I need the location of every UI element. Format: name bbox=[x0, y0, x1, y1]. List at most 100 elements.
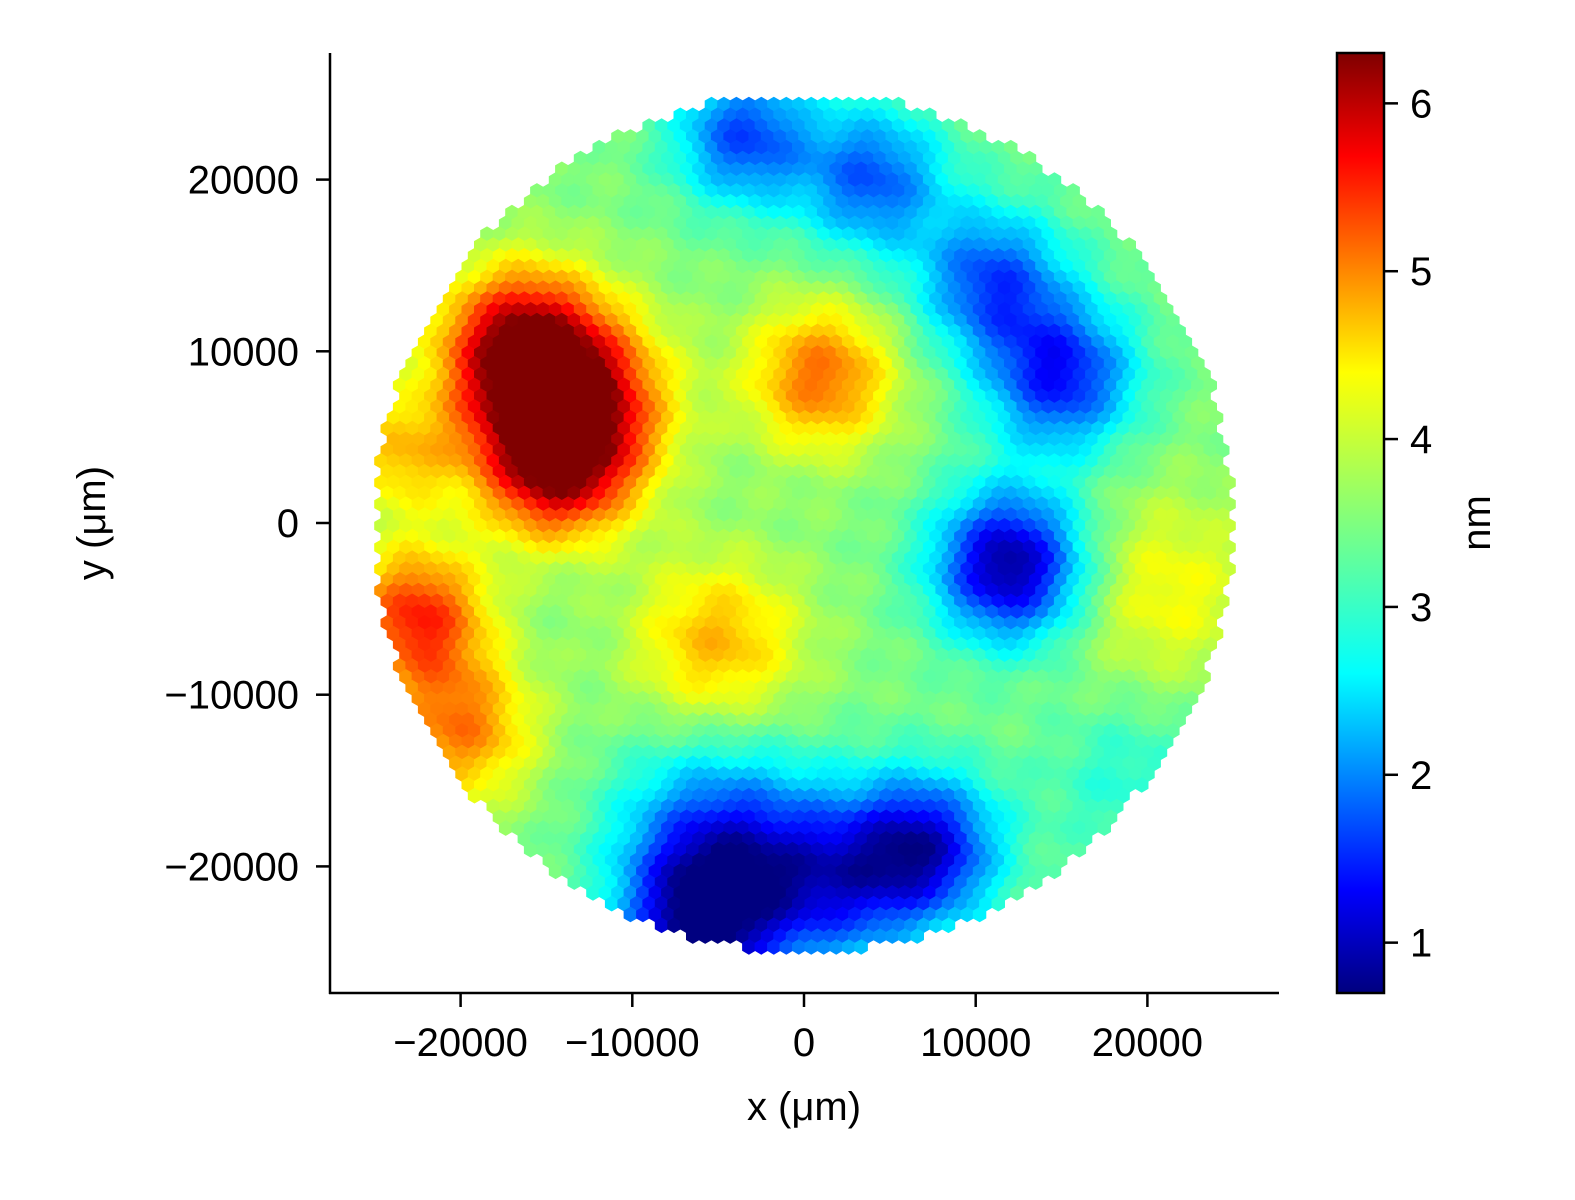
hex-cell bbox=[704, 183, 719, 199]
hex-cell bbox=[1028, 291, 1043, 307]
hex-cell bbox=[480, 248, 494, 264]
hex-cell bbox=[642, 139, 656, 156]
hex-cell bbox=[941, 118, 956, 134]
hex-cell bbox=[935, 345, 949, 361]
hex-cell bbox=[891, 248, 906, 264]
hex-cell bbox=[798, 129, 812, 145]
hex-cell bbox=[617, 183, 631, 199]
hex-cell bbox=[916, 161, 931, 178]
hex-cell bbox=[710, 280, 725, 296]
hex-cell bbox=[686, 107, 700, 124]
hex-cell bbox=[773, 172, 787, 188]
hex-cell bbox=[686, 172, 700, 188]
hex-cell bbox=[785, 215, 800, 232]
hex-cell bbox=[823, 280, 837, 296]
hex-cell bbox=[548, 193, 563, 210]
hex-cell bbox=[1016, 248, 1030, 264]
hex-cell bbox=[679, 312, 694, 329]
hex-cell bbox=[1016, 334, 1030, 350]
hex-cell bbox=[935, 323, 949, 340]
hex-cell bbox=[548, 302, 563, 318]
hex-cell bbox=[692, 356, 706, 372]
hex-cell bbox=[792, 118, 806, 134]
hex-cell bbox=[679, 356, 694, 372]
hex-cell bbox=[729, 356, 744, 372]
hex-cell bbox=[929, 183, 943, 199]
hex-cell bbox=[773, 302, 787, 318]
hex-cell bbox=[773, 237, 787, 253]
hex-cell bbox=[617, 312, 631, 329]
hex-cell bbox=[910, 302, 924, 318]
hex-cell bbox=[1091, 269, 1105, 286]
hex-cell bbox=[1128, 334, 1143, 350]
hex-cell bbox=[804, 248, 818, 264]
hex-cell bbox=[729, 118, 744, 134]
hex-cell bbox=[879, 183, 893, 199]
hex-cell bbox=[523, 193, 538, 210]
hex-cell bbox=[430, 356, 444, 372]
hex-cell bbox=[704, 96, 719, 113]
hex-cell bbox=[548, 237, 563, 253]
hex-cell bbox=[985, 345, 999, 361]
hex-cell bbox=[954, 118, 968, 134]
hex-cell bbox=[1035, 237, 1049, 253]
hex-cell bbox=[536, 280, 550, 296]
hex-cell bbox=[835, 150, 850, 167]
hex-cell bbox=[804, 291, 818, 307]
hex-cell bbox=[829, 161, 843, 178]
hex-cell bbox=[455, 312, 469, 329]
hex-cell bbox=[810, 323, 825, 340]
hex-cell bbox=[1091, 312, 1105, 329]
hex-cell bbox=[667, 291, 681, 307]
hex-cell bbox=[642, 248, 656, 264]
hex-cell bbox=[760, 323, 775, 340]
hex-cell bbox=[873, 280, 887, 296]
hex-cell bbox=[810, 129, 825, 145]
hex-cell bbox=[947, 237, 962, 253]
hex-cell bbox=[860, 237, 875, 253]
hex-cell bbox=[767, 248, 781, 264]
hex-cell bbox=[542, 226, 557, 242]
hex-cell bbox=[785, 193, 800, 210]
hex-cell bbox=[523, 280, 538, 296]
hex-cell bbox=[1116, 312, 1130, 329]
hex-cell bbox=[972, 323, 987, 340]
hex-cell bbox=[773, 258, 787, 275]
hex-cell bbox=[910, 237, 924, 253]
hex-cell bbox=[1128, 248, 1143, 264]
hex-cell bbox=[598, 280, 613, 296]
hex-cell bbox=[841, 312, 856, 329]
hex-cell bbox=[754, 248, 769, 264]
hex-cell bbox=[617, 204, 631, 221]
hex-cell bbox=[629, 248, 644, 264]
hex-cell bbox=[523, 345, 538, 361]
hex-cell bbox=[960, 193, 974, 210]
hex-cell bbox=[561, 237, 575, 253]
hex-cell bbox=[879, 226, 893, 242]
hex-cell bbox=[598, 237, 613, 253]
hex-cell bbox=[898, 280, 912, 296]
hex-cell bbox=[636, 215, 650, 232]
hex-cell bbox=[816, 204, 831, 221]
hex-cell bbox=[823, 258, 837, 275]
hex-cell bbox=[898, 150, 912, 167]
hex-cell bbox=[979, 269, 993, 286]
hex-cell bbox=[904, 334, 918, 350]
hex-cell bbox=[860, 150, 875, 167]
hex-cell bbox=[898, 129, 912, 145]
hex-cell bbox=[798, 237, 812, 253]
hex-cell bbox=[954, 269, 968, 286]
hex-cell bbox=[866, 334, 881, 350]
hex-cell bbox=[673, 237, 687, 253]
hex-cell bbox=[654, 161, 669, 178]
hex-cell bbox=[991, 139, 1005, 156]
hex-cell bbox=[735, 302, 750, 318]
hex-cell bbox=[760, 258, 775, 275]
hex-cell bbox=[860, 215, 875, 232]
hex-cell bbox=[623, 193, 638, 210]
hex-cell bbox=[1141, 269, 1155, 286]
hex-cell bbox=[760, 302, 775, 318]
hex-cell bbox=[829, 139, 843, 156]
hex-cell bbox=[474, 345, 488, 361]
hex-cell bbox=[854, 248, 868, 264]
